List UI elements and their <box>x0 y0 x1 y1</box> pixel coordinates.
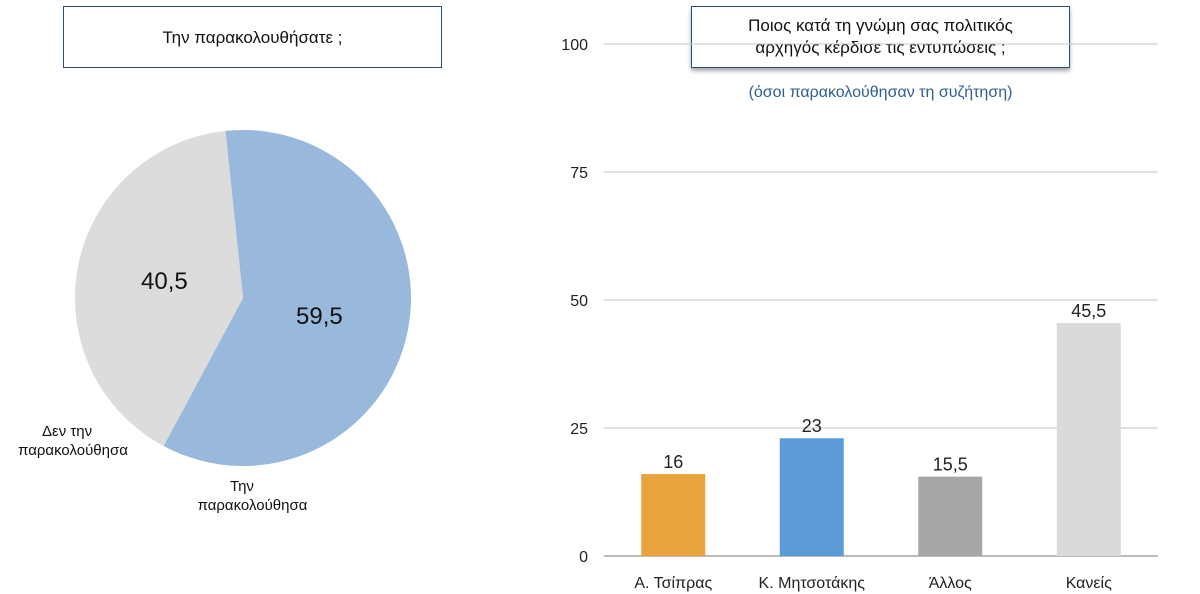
bar-2 <box>918 476 983 556</box>
bar-value-label-0: 16 <box>663 452 683 472</box>
bar-chart-title-line-1: Ποιος κατά τη γνώμη σας πολιτικός <box>748 16 1013 35</box>
x-tick-label-2: Άλλος <box>929 575 972 592</box>
y-tick-label-50: 50 <box>570 293 588 310</box>
pie-chart <box>74 130 411 467</box>
bar-value-label-3: 45,5 <box>1071 301 1106 321</box>
pie-label-not-watched-line-1: Δεν την <box>42 423 93 440</box>
x-tick-label-0: Α. Τσίπρας <box>634 575 712 592</box>
pie-label-watched-line-1: Την <box>230 478 254 495</box>
bar-3 <box>1056 323 1121 556</box>
bar-chart-title-line-2: αρχηγός κέρδισε τις εντυπώσεις ; <box>755 38 1006 57</box>
pie-label-watched: Την παρακολούθησα <box>180 477 325 515</box>
x-tick-label-3: Κανείς <box>1066 575 1112 592</box>
bar-1 <box>779 438 844 556</box>
pie-label-not-watched: Δεν την παρακολούθησα <box>4 422 142 460</box>
pie-label-not-watched-line-2: παρακολούθησα <box>18 442 128 459</box>
pie-value-watched: 59,5 <box>296 303 343 330</box>
pie-chart-title: Την παρακολουθήσατε ; <box>63 6 442 68</box>
bar-chart-subtitle: (όσοι παρακολούθησαν τη συζήτηση) <box>748 84 1013 101</box>
bar-value-label-1: 23 <box>802 416 822 436</box>
y-tick-label-25: 25 <box>570 421 588 438</box>
pie-value-not-watched: 40,5 <box>141 268 188 295</box>
pie-slice-watched <box>163 130 411 467</box>
y-tick-label-0: 0 <box>579 549 588 566</box>
pie-slice-not-watched <box>74 130 243 447</box>
x-tick-label-1: Κ. Μητσοτάκης <box>759 575 866 592</box>
bar-0 <box>641 474 706 556</box>
bar-chart-title: Ποιος κατά τη γνώμη σας πολιτικός αρχηγό… <box>691 6 1070 68</box>
bar-value-label-2: 15,5 <box>933 455 968 475</box>
pie-label-watched-line-2: παρακολούθησα <box>197 497 308 514</box>
y-tick-label-75: 75 <box>570 165 588 182</box>
y-tick-label-100: 100 <box>561 37 588 54</box>
